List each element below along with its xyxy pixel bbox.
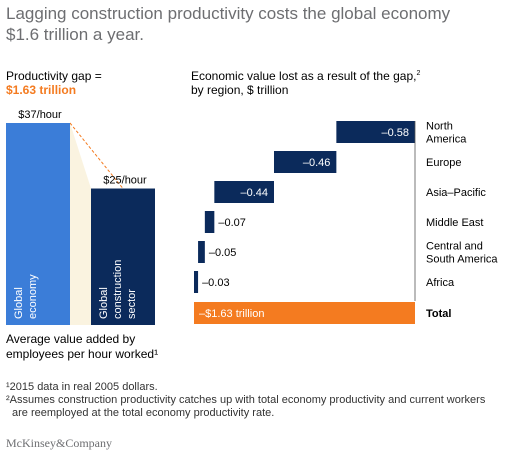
global-economy-bar	[6, 123, 70, 325]
region-label-1-line-2: America	[426, 134, 467, 146]
region-label-4-line-1: Middle East	[426, 217, 483, 229]
global-economy-bar-label-line-1: Global	[13, 287, 25, 319]
title-line-1: Lagging construction productivity costs …	[6, 4, 451, 23]
waterfall-value-label-6: –0.03	[202, 277, 230, 289]
waterfall-total-value-label: –$1.63 trillion	[199, 308, 264, 320]
productivity-gap-area	[70, 123, 91, 325]
waterfall-value-label-2: –0.46	[303, 157, 331, 169]
construction-sector-bar-value-label: $25/hour	[103, 175, 147, 187]
waterfall-bar-4	[204, 211, 215, 233]
construction-sector-bar-label-line-1: Global	[98, 287, 110, 319]
waterfall-total-label: Total	[426, 308, 451, 320]
waterfall-value-label-4: –0.07	[218, 217, 246, 229]
waterfall-bar-6	[194, 271, 199, 293]
region-label-2-line-1: Europe	[426, 157, 461, 169]
waterfall-bar-5	[198, 241, 205, 263]
left-chart-caption: Average value added by employees per hou…	[6, 332, 186, 362]
productivity-gap-value: $1.63 trillion	[6, 83, 77, 97]
waterfall-heading: Economic value lost as a result of the g…	[191, 69, 420, 83]
footnote-marker-2: 2	[416, 70, 421, 77]
footnote-2-line-1: ²Assumes construction productivity catch…	[6, 394, 486, 406]
construction-sector-bar-label-line-2: construction	[112, 260, 124, 319]
region-label-6-line-1: Africa	[426, 277, 455, 289]
caption-line-1: Average value added by	[6, 332, 136, 346]
waterfall-subheading: by region, $ trillion	[191, 83, 289, 97]
footnote-2-line-2: are reemployed at the total economy prod…	[12, 407, 275, 419]
global-economy-bar-value-label: $37/hour	[18, 109, 62, 121]
waterfall-bar-3	[214, 181, 274, 203]
waterfall-bar-1	[336, 121, 415, 143]
footnote-1: ¹2015 data in real 2005 dollars.	[6, 381, 158, 393]
waterfall-value-label-1: –0.58	[381, 127, 409, 139]
caption-line-2: employees per hour worked¹	[6, 347, 159, 361]
waterfall-bar-2	[273, 151, 337, 173]
region-label-3-line-1: Asia–Pacific	[426, 187, 486, 199]
productivity-gap-dashed-line	[69, 122, 124, 189]
waterfall-value-label-3: –0.44	[240, 187, 268, 199]
construction-sector-bar	[91, 188, 155, 325]
title-line-2: $1.6 trillion a year.	[6, 25, 144, 44]
region-label-1-line-1: North	[426, 121, 453, 133]
waterfall-total-bar	[194, 302, 415, 324]
waterfall-value-label-5: –0.05	[209, 247, 237, 259]
region-label-5-line-1: Central and	[426, 241, 483, 253]
page-title: Lagging construction productivity costs …	[6, 3, 506, 45]
construction-sector-bar-label-line-3: sector	[126, 289, 138, 319]
productivity-gap-heading: Productivity gap =	[6, 69, 102, 83]
global-economy-bar-label-line-2: economy	[27, 274, 39, 319]
brand-logo: McKinsey&Company	[6, 436, 112, 450]
region-label-5-line-2: South America	[426, 254, 498, 266]
waterfall-heading-text: Economic value lost as a result of the g…	[191, 69, 417, 83]
